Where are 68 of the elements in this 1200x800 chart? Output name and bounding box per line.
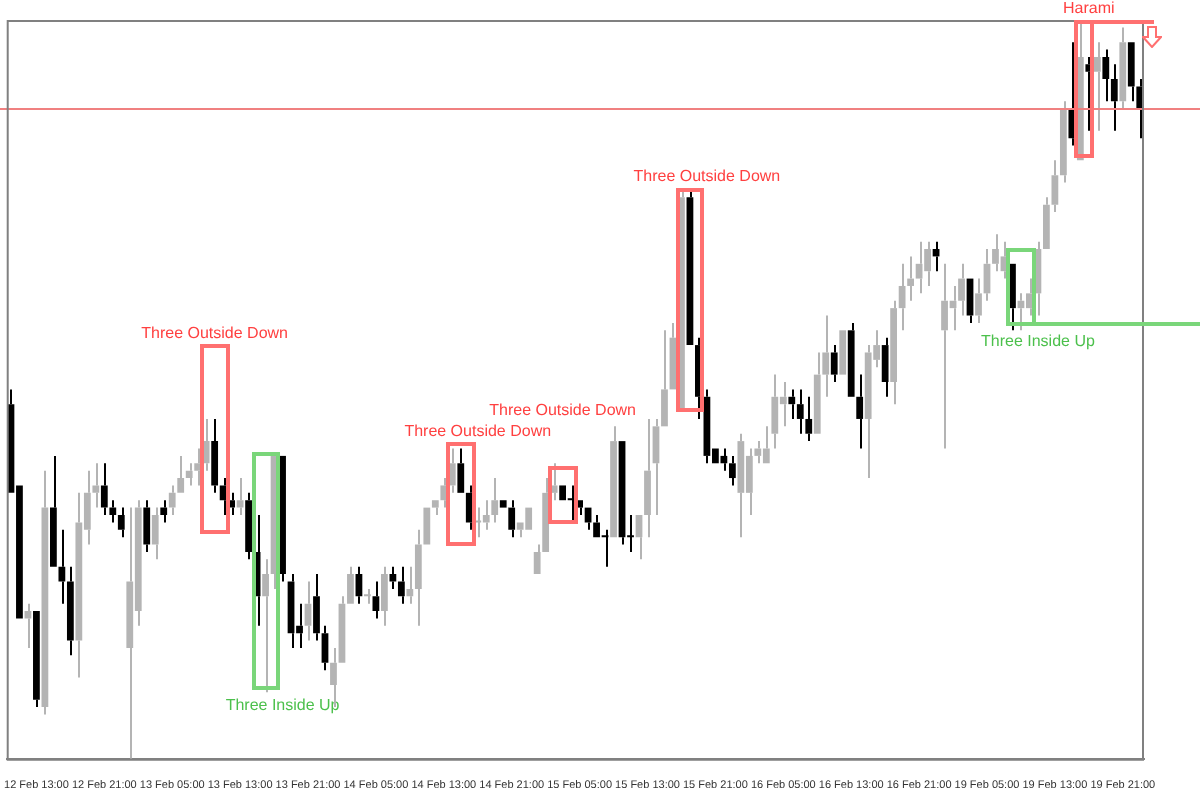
candlestick (1127, 42, 1135, 103)
candlestick (219, 477, 227, 516)
annotation: Three Outside Down (404, 421, 552, 440)
candlestick (550, 462, 558, 502)
candlestick (779, 381, 787, 428)
candlestick (941, 262, 948, 450)
candlestick (313, 573, 320, 642)
candlestick (728, 454, 736, 487)
candlestick (33, 611, 40, 709)
candlestick (245, 491, 252, 561)
candlestick (372, 580, 380, 620)
text: Harami (1063, 0, 1116, 18)
candlestick (482, 499, 490, 531)
candlestick (915, 240, 923, 295)
annotation: Three Outside Down (489, 400, 636, 419)
candlestick (992, 233, 999, 273)
candlestick (542, 477, 550, 552)
candlestick (813, 351, 821, 434)
candlestick (160, 499, 168, 524)
candlestick (737, 432, 745, 539)
candlestick (593, 514, 600, 538)
candlestick (788, 388, 796, 420)
candlestick (117, 506, 125, 539)
candlestick (75, 491, 83, 679)
candlestick (771, 373, 779, 450)
candlestick (805, 395, 813, 443)
candlestick (822, 314, 830, 398)
candlestick (881, 336, 889, 398)
candlestick (1102, 48, 1110, 103)
candlestick (457, 447, 465, 493)
candlestick (830, 344, 838, 384)
candlestick (126, 506, 134, 760)
candlestick (1059, 100, 1067, 184)
candlestick (975, 277, 982, 324)
annotation: Three Outside Down (141, 323, 289, 342)
candlestick (185, 462, 193, 487)
candlestick (211, 417, 219, 494)
candlestick (397, 565, 405, 605)
candlestick (856, 373, 864, 450)
candlestick (508, 499, 516, 539)
candlestick (431, 500, 439, 516)
candlestick (1026, 277, 1033, 317)
candlestick (610, 425, 617, 538)
candlestick (644, 417, 651, 539)
annotation: Three Inside Up (980, 332, 1096, 351)
candlestick (347, 565, 354, 604)
candlestick (491, 477, 499, 524)
candlestick (389, 565, 397, 590)
candlestick (49, 454, 57, 567)
candlestick (847, 321, 855, 397)
candlestick (321, 624, 329, 672)
candlestick (100, 462, 108, 516)
candlestick (720, 447, 728, 472)
candlestick (151, 506, 159, 561)
candlestick (1093, 41, 1101, 132)
candlestick (236, 477, 244, 516)
candlestick (924, 240, 931, 287)
candlestick (1119, 26, 1127, 110)
candlestick (745, 447, 753, 516)
candlestick (864, 344, 872, 480)
candlestick (194, 447, 202, 487)
candlestick (1051, 159, 1059, 214)
candlestick (381, 565, 388, 627)
candlestick (143, 499, 151, 553)
candlestick (796, 388, 804, 435)
annotation: Three Inside Up (225, 695, 341, 714)
candlestick (168, 484, 176, 516)
annotation: Three Outside Down (633, 167, 781, 186)
